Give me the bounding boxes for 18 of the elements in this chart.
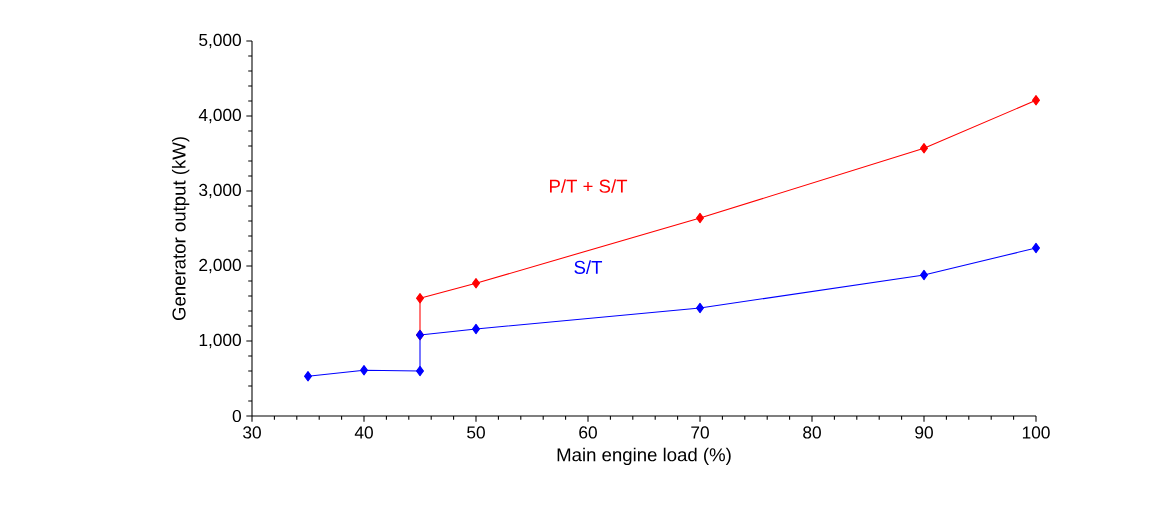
x-tick-label: 40 <box>354 426 373 439</box>
text: P/T + S/T <box>549 179 628 193</box>
y-tick-label: 1,000 <box>199 333 241 349</box>
x-tick-label: 90 <box>915 426 933 439</box>
text: S/T <box>574 260 603 274</box>
y-axis-title: Generator output (kW) <box>171 137 190 321</box>
y-tick-label: 5,000 <box>199 33 241 49</box>
x-tick-label: 50 <box>467 426 485 439</box>
y-tick-label: 4,000 <box>198 108 241 124</box>
x-tick-label: 60 <box>579 426 597 439</box>
x-tick-label: 70 <box>691 426 709 439</box>
x-tick-label: 30 <box>243 426 261 439</box>
x-tick-label: 80 <box>803 426 821 439</box>
x-axis-title: Main engine load (%) <box>557 447 731 466</box>
x-tick-label: 100 <box>1022 426 1050 439</box>
y-tick-label: 0 <box>232 409 241 423</box>
y-tick-label: 3,000 <box>199 183 241 199</box>
y-tick-label: 2,000 <box>199 258 241 274</box>
